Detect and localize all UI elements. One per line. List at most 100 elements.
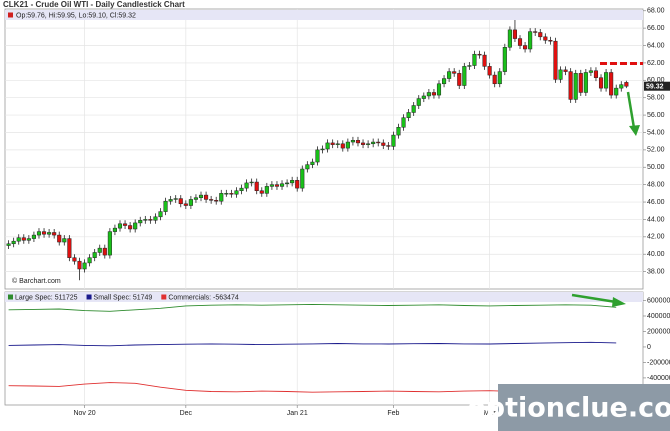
candle-body (148, 219, 153, 221)
candle-body (588, 70, 593, 73)
candle-body (16, 237, 21, 242)
y2-tick-label: -200000 (647, 359, 670, 366)
candle-body (573, 73, 578, 100)
candle-body (183, 203, 188, 206)
candle-body (396, 127, 401, 136)
candle-body (578, 73, 583, 93)
candle-body (310, 161, 315, 165)
candle-body (62, 238, 67, 243)
candle-body (381, 142, 386, 146)
candle-body (143, 219, 148, 221)
candle-body (290, 180, 295, 184)
x-tick-label: Mar (484, 410, 497, 417)
y-tick-label: 54.00 (647, 129, 665, 136)
candle-body (224, 193, 229, 195)
x-tick-label: Nov 20 (73, 410, 95, 417)
candle-body (285, 182, 290, 185)
candle-body (548, 40, 553, 42)
candle-body (543, 36, 548, 41)
candle-body (457, 73, 462, 86)
y2-tick-label: 200000 (647, 328, 670, 335)
candle-body (325, 142, 330, 150)
y-tick-label: 64.00 (647, 42, 665, 49)
candle-body (558, 69, 563, 80)
candle-body (619, 84, 624, 89)
y-tick-label: 40.00 (647, 251, 665, 258)
candle-body (21, 237, 26, 241)
candle-body (52, 232, 57, 236)
candle-body (204, 194, 209, 200)
candle-body (107, 231, 112, 256)
y2-tick-label: 400000 (647, 313, 670, 320)
candle-body (593, 70, 599, 78)
candle-body (259, 190, 264, 194)
ohlc-label: Op:59.76, Hi:59.95, Lo:59.10, Cl:59.32 (16, 12, 136, 19)
candle-body (335, 143, 340, 145)
candle-body (229, 193, 234, 195)
ohlc-bar (5, 10, 643, 20)
candle-body (67, 238, 72, 258)
candle-body (604, 72, 609, 89)
cot-legend-bar (5, 292, 643, 302)
candle-body (421, 95, 426, 99)
candle-body (360, 142, 366, 145)
candle-body (431, 92, 436, 96)
candle-body (300, 168, 305, 189)
candle-body (87, 257, 92, 264)
candle-body (6, 243, 11, 246)
candle-body (244, 182, 249, 189)
legend-swatch (161, 294, 167, 300)
candle-body (173, 198, 178, 200)
y-tick-label: 62.00 (647, 60, 665, 67)
candle-body (31, 234, 36, 239)
candle-body (350, 140, 355, 143)
candle-body (295, 180, 300, 189)
candle-body (239, 187, 244, 191)
candle-body (72, 257, 77, 262)
candle-body (528, 31, 533, 50)
candle-body (209, 199, 214, 201)
candle-body (193, 197, 198, 200)
legend-swatch (8, 294, 13, 300)
candle-body (123, 223, 128, 226)
ohlc-swatch (8, 12, 13, 18)
legend-label: Small Spec: 51749 (94, 294, 153, 301)
y-tick-label: 44.00 (647, 216, 665, 223)
candle-body (112, 227, 117, 232)
y2-tick-label: 0 (647, 344, 651, 351)
y-tick-label: 60.00 (647, 77, 665, 84)
candle-body (320, 148, 325, 151)
candle-body (158, 211, 163, 218)
cot-line (8, 303, 617, 312)
arrow-head (629, 125, 640, 136)
candle-body (138, 220, 143, 224)
candle-body (416, 98, 421, 106)
last-price-label: 59.32 (646, 84, 664, 91)
candle-body (447, 71, 452, 79)
candle-body (214, 200, 219, 202)
watermark-box (498, 384, 670, 431)
candle-body (472, 53, 477, 66)
candle-body (583, 72, 588, 93)
candle-body (77, 260, 82, 270)
candle-body (523, 45, 528, 50)
candle-body (487, 66, 492, 76)
candle-body (533, 31, 538, 33)
candle-body (254, 181, 259, 191)
candle-body (406, 112, 411, 118)
candle-body (274, 184, 280, 187)
candle-body (41, 231, 47, 235)
candle-body (102, 247, 107, 256)
y-tick-label: 58.00 (647, 95, 665, 102)
candle-body (264, 186, 269, 194)
candle-body (436, 83, 442, 96)
candle-body (624, 82, 629, 87)
watermark: optionclue.com (467, 393, 670, 424)
candle-body (26, 238, 31, 241)
candle-body (168, 199, 173, 202)
y-tick-label: 42.00 (647, 234, 665, 241)
candle-body (467, 65, 472, 67)
candle-body (47, 232, 52, 235)
price-panel: 68.00 66.00 64.00 62.00 60.00 58.00 56.00 54.00… (4, 8, 665, 290)
